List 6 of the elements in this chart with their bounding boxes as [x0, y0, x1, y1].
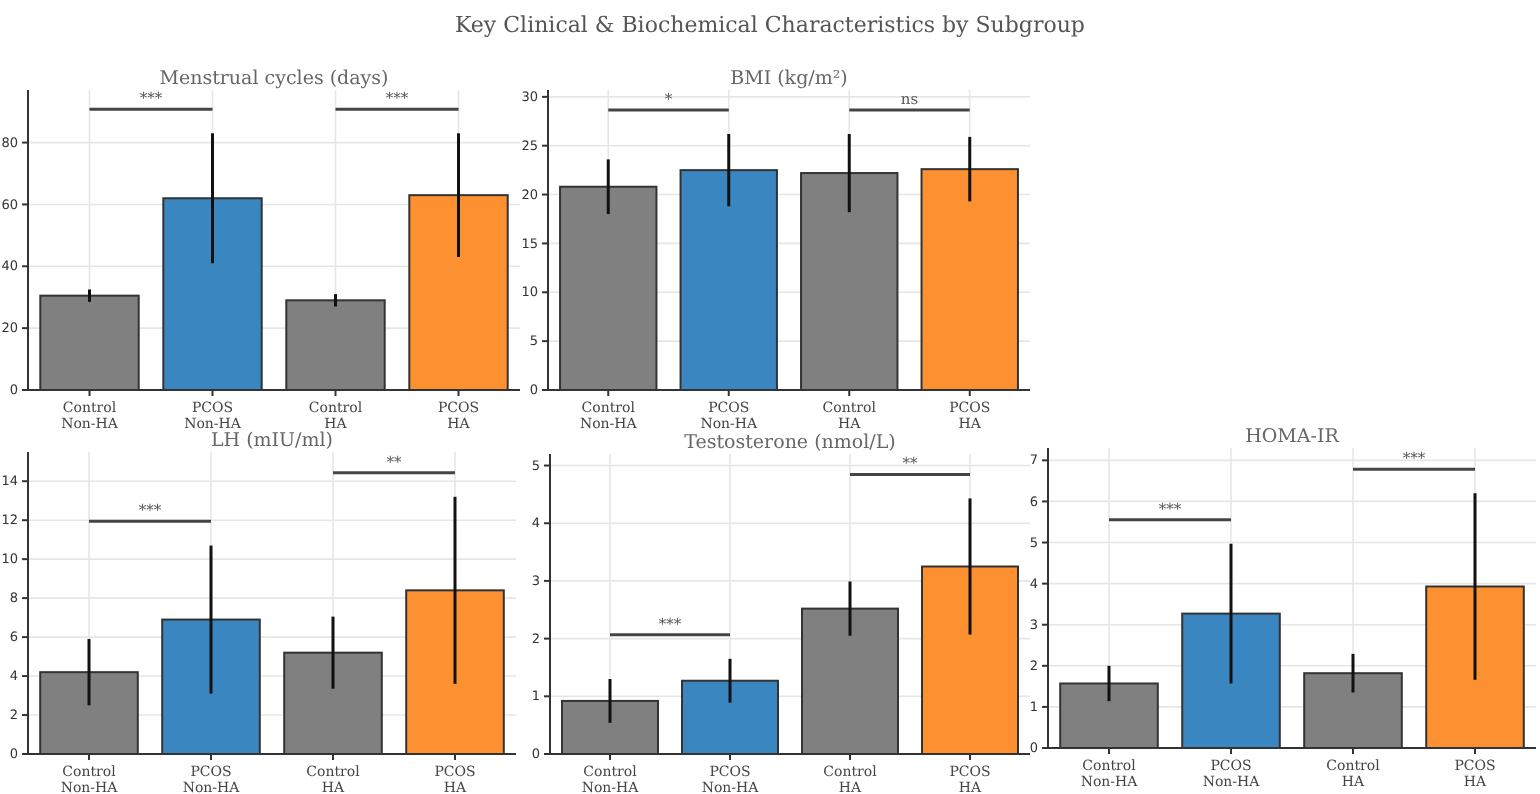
- chart-title: LH (mIU/ml): [210, 430, 334, 452]
- chart-title: Menstrual cycles (days): [159, 68, 389, 90]
- chart-title: HOMA-IR: [1245, 426, 1341, 448]
- chart-title: BMI (kg/m²): [730, 68, 848, 90]
- chart-title: Testosterone (nmol/L): [684, 432, 896, 454]
- text: Key Clinical & Biochemical Characteristics by Subgroup: [455, 12, 1085, 38]
